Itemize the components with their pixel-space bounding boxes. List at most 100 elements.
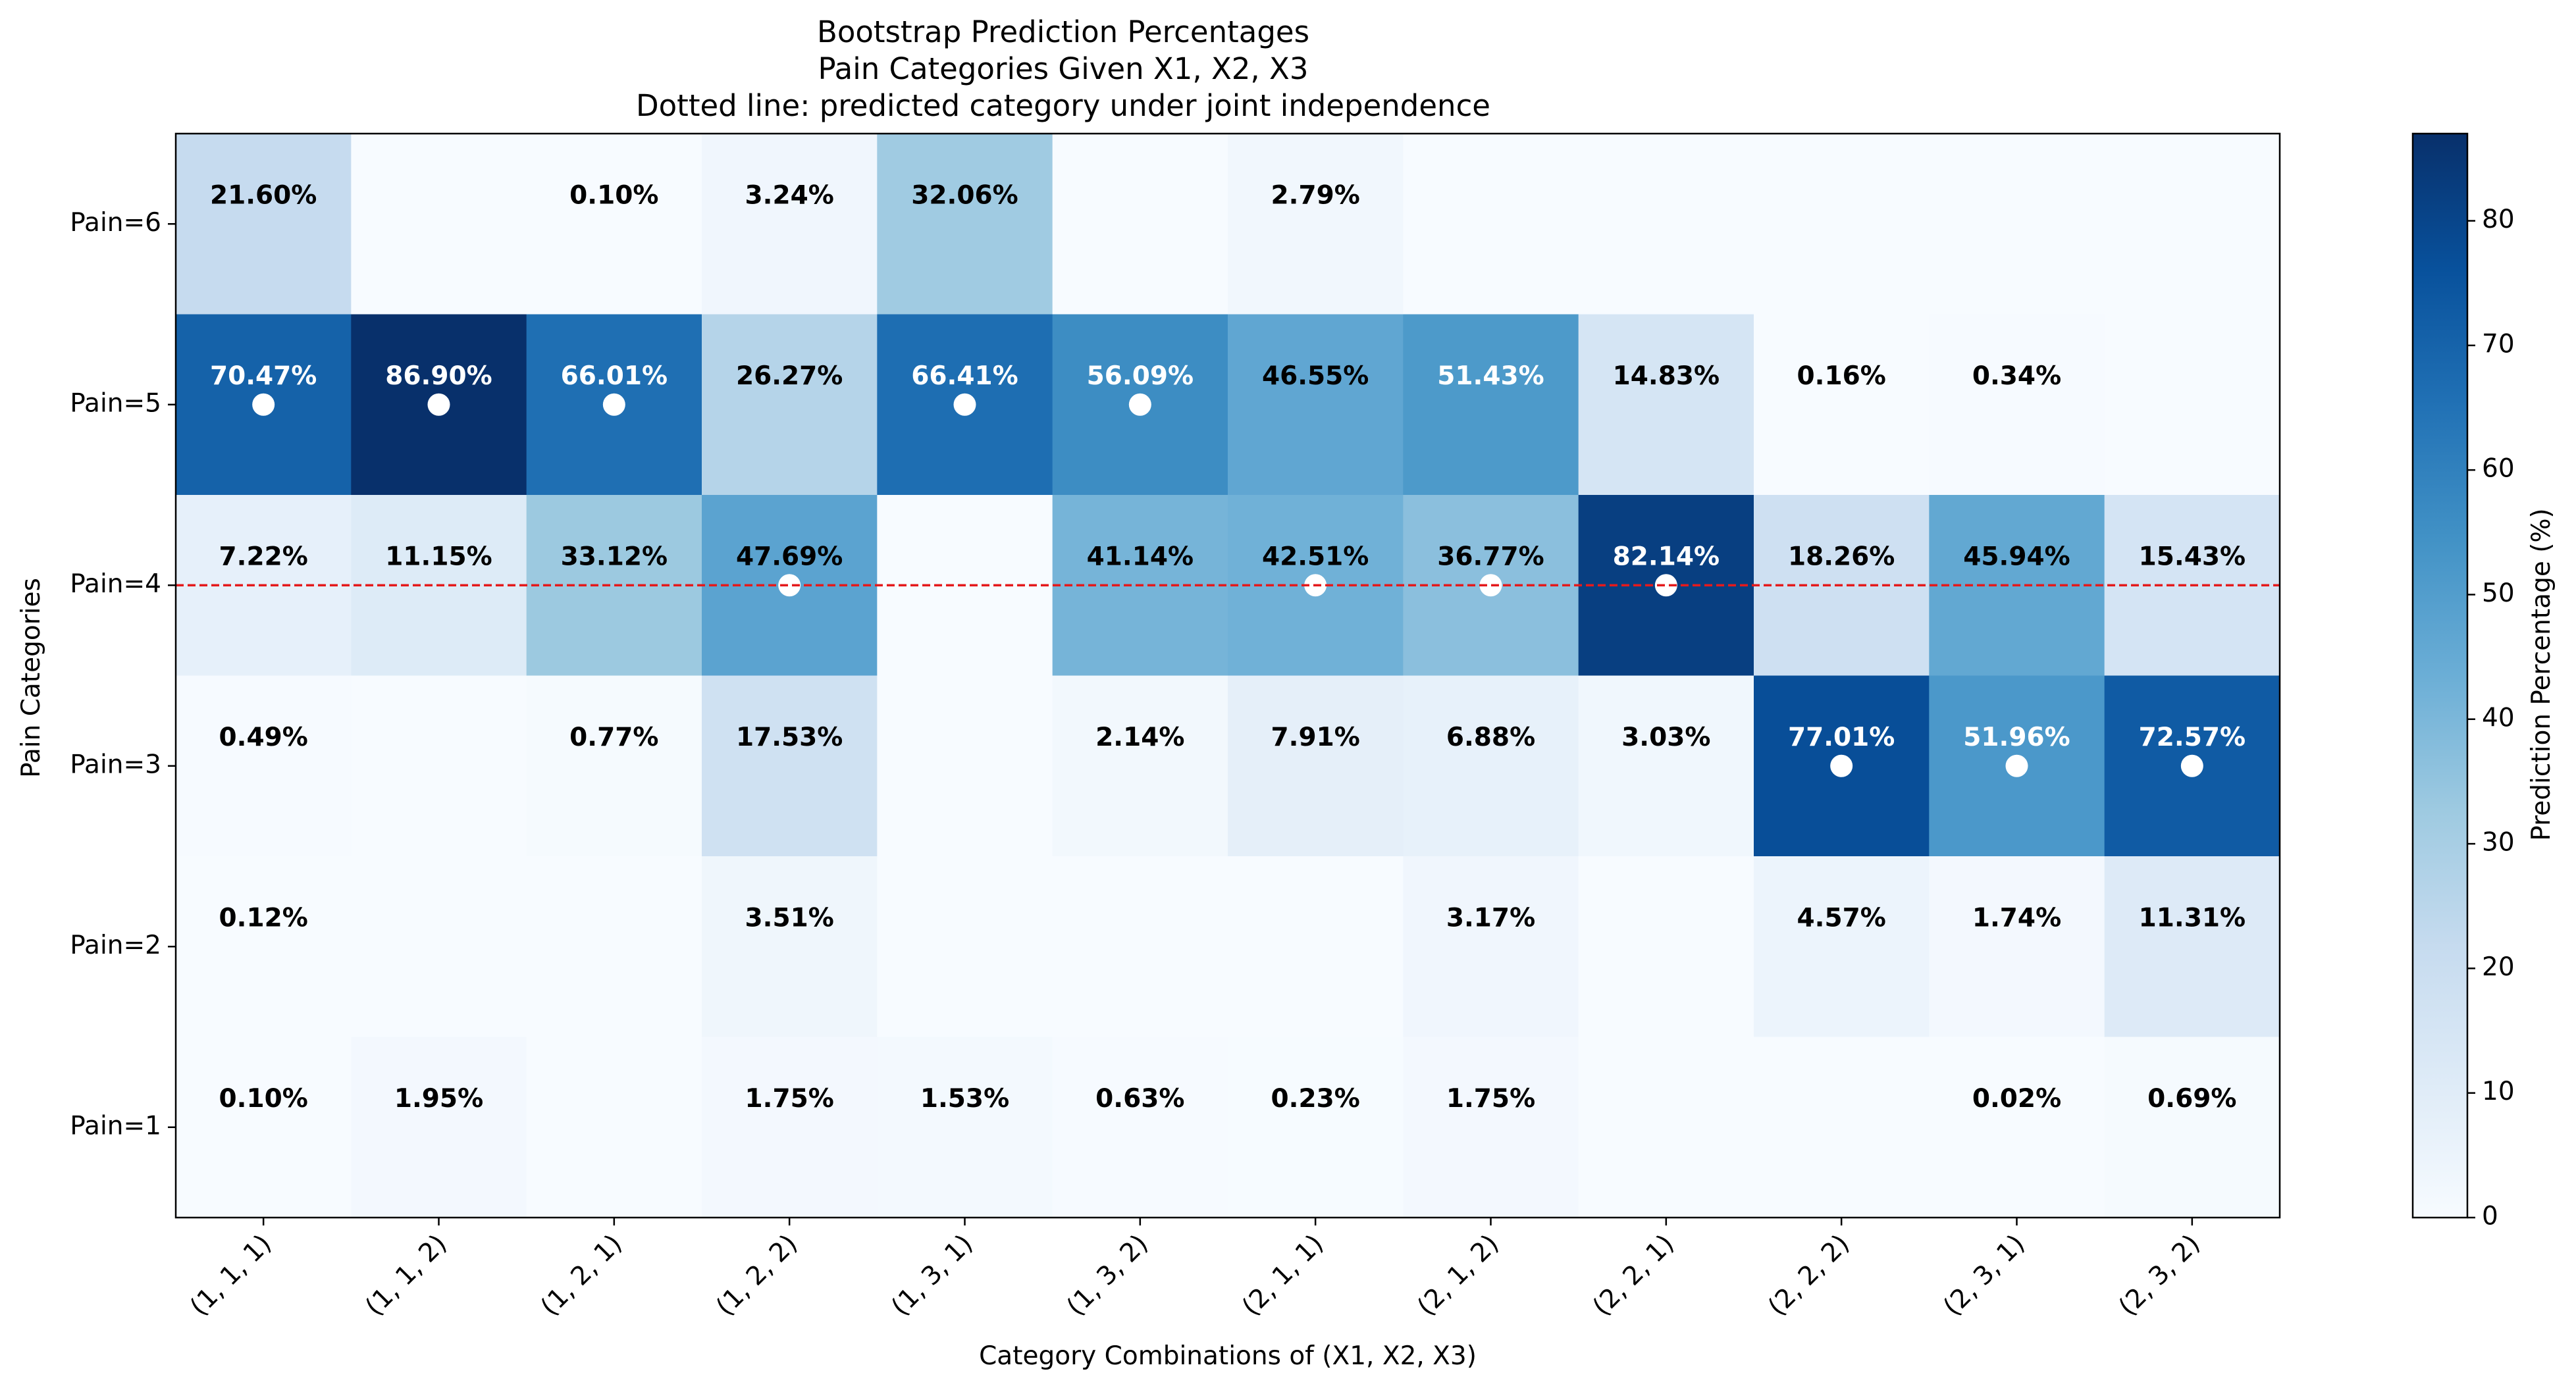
cell-label: 66.41% [911,361,1018,391]
x-tick-label: (2, 2, 2) [1762,1229,1855,1322]
cell-label: 0.69% [2147,1084,2236,1114]
cell-label: 7.22% [219,542,308,572]
heatmap-cell [1403,675,1579,857]
cell-label: 2.14% [1095,723,1184,752]
heatmap-cell [1228,856,1404,1038]
cell-label: 82.14% [1613,542,1720,572]
heatmap-cell [702,1037,878,1218]
title-line-1: Bootstrap Prediction Percentages [817,14,1309,49]
prediction-marker [1128,393,1151,416]
cell-label: 0.23% [1271,1084,1360,1114]
cell-label: 0.63% [1095,1084,1184,1114]
heatmap-cell [2104,314,2280,496]
cell-label: 0.49% [219,723,308,752]
heatmap-cell [351,134,527,315]
heatmap-cell [877,675,1053,857]
x-tick-label: (2, 3, 1) [1938,1229,2031,1322]
x-tick-label: (2, 3, 2) [2113,1229,2206,1322]
prediction-marker [953,393,976,416]
cell-label: 1.53% [920,1084,1009,1114]
cell-label: 33.12% [561,542,668,572]
y-tick-label: Pain=1 [70,1111,161,1141]
cell-label: 45.94% [1963,542,2070,572]
cell-label: 42.51% [1262,542,1369,572]
colorbar: 0 10 20 30 40 50 60 70 80 [2411,132,2515,1231]
heatmap-cell [351,675,527,857]
prediction-marker [2005,754,2028,777]
colorbar-tick-label: 60 [2482,454,2515,484]
heatmap-cell [1578,675,1754,857]
x-tick-label: (2, 2, 1) [1587,1229,1680,1322]
cell-label: 47.69% [736,542,843,572]
cell-label: 18.26% [1788,542,1895,572]
heatmap-cell [1929,314,2105,496]
heatmap-cell [526,856,702,1038]
x-tick-label: (2, 1, 2) [1412,1229,1505,1322]
prediction-marker [2180,754,2203,777]
cell-label: 72.57% [2139,723,2246,752]
colorbar-label: Prediction Percentage (%) [2527,508,2556,840]
heatmap-cell [1228,134,1404,315]
heatmap-cell [176,134,352,315]
heatmap-cell [702,314,878,496]
cell-label: 17.53% [736,723,843,752]
cell-label: 51.96% [1963,723,2070,752]
cell-label: 32.06% [911,181,1018,211]
heatmap-cell [702,856,878,1038]
colorbar-tick-label: 20 [2482,952,2515,982]
x-tick-label: (1, 1, 1) [184,1229,277,1322]
cell-label: 11.31% [2139,904,2246,933]
cell-label: 56.09% [1087,361,1194,391]
heatmap-cell [176,856,352,1038]
heatmap-cell [2104,856,2280,1038]
heatmap-cell [1403,1037,1579,1218]
cell-label: 70.47% [210,361,317,391]
prediction-marker [602,393,625,416]
cell-label: 26.27% [736,361,843,391]
heatmap-cell [1228,1037,1404,1218]
cell-label: 15.43% [2139,542,2246,572]
cell-label: 41.14% [1087,542,1194,572]
cell-label: 4.57% [1797,904,1886,933]
heatmap-cell [1403,314,1579,496]
heatmap-cell [1228,314,1404,496]
heatmap-cell [1403,134,1579,315]
cell-label: 1.75% [745,1084,834,1114]
heatmap-cell [2104,1037,2280,1218]
colorbar-tick-label: 50 [2482,579,2515,608]
colorbar-gradient [2411,132,2469,1219]
cell-label: 1.74% [1972,904,2061,933]
cell-label: 3.51% [745,904,834,933]
cell-label: 1.95% [394,1084,483,1114]
y-axis: Pain=6 Pain=5 Pain=4 Pain=3 Pain=2 Pain=1 [70,208,176,1141]
heatmap-cell [1403,856,1579,1038]
y-tick-label: Pain=5 [70,388,161,418]
heatmap-cell [702,675,878,857]
cell-label: 36.77% [1437,542,1544,572]
heatmap-cell [526,134,702,315]
heatmap-cell [877,1037,1053,1218]
colorbar-tick-label: 80 [2482,205,2515,234]
cell-label: 46.55% [1262,361,1369,391]
plot-frame [174,132,2281,1219]
x-tick-label: (2, 1, 1) [1236,1229,1329,1322]
heatmap-cell [1578,856,1754,1038]
cell-label: 3.24% [745,181,834,211]
cell-label: 2.79% [1271,181,1360,211]
heatmap-cell [1929,134,2105,315]
heatmap-cell [176,1037,352,1218]
x-tick-label: (1, 2, 1) [535,1229,628,1322]
heatmap-cell [1929,1037,2105,1218]
cell-label: 0.77% [569,723,658,752]
heatmap-cell [702,134,878,315]
heatmap-cell [1578,314,1754,496]
heatmap-cell [351,1037,527,1218]
cell-label: 0.12% [219,904,308,933]
heatmap-cell [877,134,1053,315]
cell-labels: 21.60% 0.10% 3.24% 32.06% 2.79% 70.47% 86.90% 6… [210,181,2246,1114]
cell-label: 0.16% [1797,361,1886,391]
prediction-marker [427,393,450,416]
cell-label: 1.75% [1446,1084,1535,1114]
heatmap-cell [1052,134,1228,315]
